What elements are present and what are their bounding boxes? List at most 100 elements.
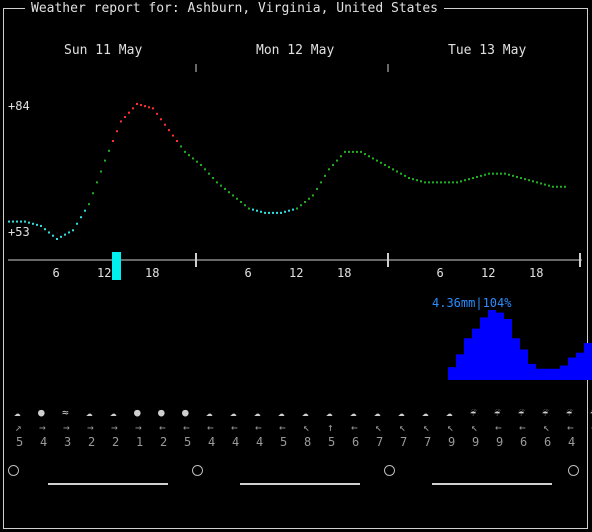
temp-dot bbox=[340, 155, 342, 158]
temp-dot bbox=[12, 220, 14, 223]
day-label-sun: Sun 11 May bbox=[64, 43, 143, 58]
temp-dot bbox=[544, 183, 546, 186]
rain-cloud-icon: ☔ bbox=[542, 406, 549, 419]
temp-dot bbox=[304, 200, 306, 203]
temp-dot bbox=[392, 168, 394, 171]
temp-dot bbox=[516, 175, 518, 178]
temp-dot bbox=[24, 220, 26, 223]
temp-dot bbox=[256, 209, 258, 212]
wind-speed: 4 bbox=[568, 435, 576, 449]
temp-dot bbox=[100, 170, 102, 173]
temp-dot bbox=[144, 105, 146, 108]
precip-bar bbox=[584, 343, 592, 380]
temp-dot bbox=[328, 168, 330, 171]
temp-dot bbox=[68, 231, 70, 234]
temp-dot bbox=[172, 134, 174, 137]
temp-dot bbox=[416, 179, 418, 182]
hour-tick-label: 18 bbox=[145, 266, 160, 280]
precip-bar bbox=[464, 338, 472, 380]
temp-dot bbox=[104, 159, 106, 162]
precip-bar bbox=[528, 363, 536, 380]
temp-dot bbox=[296, 207, 298, 210]
temp-dot bbox=[372, 157, 374, 160]
wind-speed: 5 bbox=[280, 435, 288, 449]
temp-dot bbox=[440, 181, 442, 184]
daylight-bar bbox=[48, 483, 168, 485]
cloud-icon: ☁ bbox=[254, 406, 261, 419]
temp-dot bbox=[132, 107, 134, 110]
temp-dot bbox=[108, 149, 110, 152]
temp-dot bbox=[264, 211, 266, 214]
temp-dot bbox=[56, 238, 58, 240]
temp-dot bbox=[540, 182, 542, 185]
precip-bar bbox=[512, 338, 520, 380]
precip-bar bbox=[504, 318, 512, 380]
temp-dot bbox=[80, 216, 82, 219]
temp-dot bbox=[308, 197, 310, 200]
wind-arrow: ← bbox=[207, 421, 214, 434]
window-title: Weather report for: Ashburn, Virginia, U… bbox=[25, 1, 444, 16]
day-label-tue: Tue 13 May bbox=[448, 43, 527, 58]
temp-dot bbox=[460, 180, 462, 183]
wind-arrow: → bbox=[111, 421, 118, 434]
temp-dot bbox=[496, 172, 498, 175]
rain-cloud-icon: ☔ bbox=[590, 406, 592, 419]
wind-speed: 4 bbox=[232, 435, 240, 449]
temp-dot bbox=[408, 177, 410, 180]
temp-dot bbox=[504, 172, 506, 175]
wind-speed: 5 bbox=[328, 435, 336, 449]
temp-max-label: +84 bbox=[8, 99, 30, 113]
temp-dot bbox=[552, 185, 554, 188]
temp-dot bbox=[336, 159, 338, 162]
cloud-icon: ☁ bbox=[86, 406, 93, 419]
moon-icon: ● bbox=[134, 406, 141, 419]
temp-dot bbox=[184, 150, 186, 153]
wind-speed: 6 bbox=[352, 435, 360, 449]
precip-bar bbox=[456, 354, 464, 380]
wind-arrow: ← bbox=[495, 421, 502, 434]
wind-speed: 4 bbox=[208, 435, 216, 449]
temp-dot bbox=[224, 187, 226, 190]
temp-dot bbox=[176, 140, 178, 143]
temp-dot bbox=[180, 145, 182, 148]
rain-cloud-icon: ☔ bbox=[518, 406, 525, 419]
precip-bar bbox=[520, 349, 528, 380]
precip-bar bbox=[496, 312, 504, 380]
precip-bar bbox=[560, 365, 568, 380]
moon-phase-icon bbox=[384, 465, 395, 476]
temp-dot bbox=[364, 153, 366, 156]
temp-dot bbox=[380, 161, 382, 164]
temp-dot bbox=[96, 181, 98, 184]
temp-dot bbox=[232, 194, 234, 197]
wind-arrow: → bbox=[87, 421, 94, 434]
temp-dot bbox=[360, 150, 362, 153]
temp-dot bbox=[356, 150, 358, 153]
wind-arrow: → bbox=[135, 421, 142, 434]
temp-dot bbox=[444, 181, 446, 184]
temp-dot bbox=[352, 150, 354, 153]
temp-dot bbox=[428, 181, 430, 184]
hour-tick-label: 6 bbox=[436, 266, 444, 280]
temp-dot bbox=[136, 103, 138, 105]
temp-dot bbox=[116, 130, 118, 133]
wind-arrow: ← bbox=[519, 421, 526, 434]
precip-bar bbox=[568, 357, 576, 380]
temp-dot bbox=[384, 163, 386, 166]
cloud-sun-icon: ☁ bbox=[206, 406, 213, 419]
wind-speed: 5 bbox=[184, 435, 192, 449]
temp-dot bbox=[556, 185, 558, 188]
fog-icon: ≈ bbox=[62, 406, 69, 419]
precip-bar bbox=[488, 310, 496, 380]
moon-phase-icon bbox=[8, 465, 19, 476]
temp-min-label: +53 bbox=[8, 225, 30, 239]
temp-dot bbox=[52, 234, 54, 237]
temp-dot bbox=[152, 107, 154, 110]
cloud-icon: ☁ bbox=[446, 406, 453, 419]
temp-dot bbox=[348, 150, 350, 153]
precip-bar bbox=[448, 367, 456, 380]
wind-speed: 1 bbox=[136, 435, 144, 449]
temp-dot bbox=[112, 140, 114, 143]
hour-tick-label: 12 bbox=[481, 266, 496, 280]
temp-dot bbox=[28, 221, 30, 224]
wind-arrow: ↖ bbox=[399, 421, 406, 434]
